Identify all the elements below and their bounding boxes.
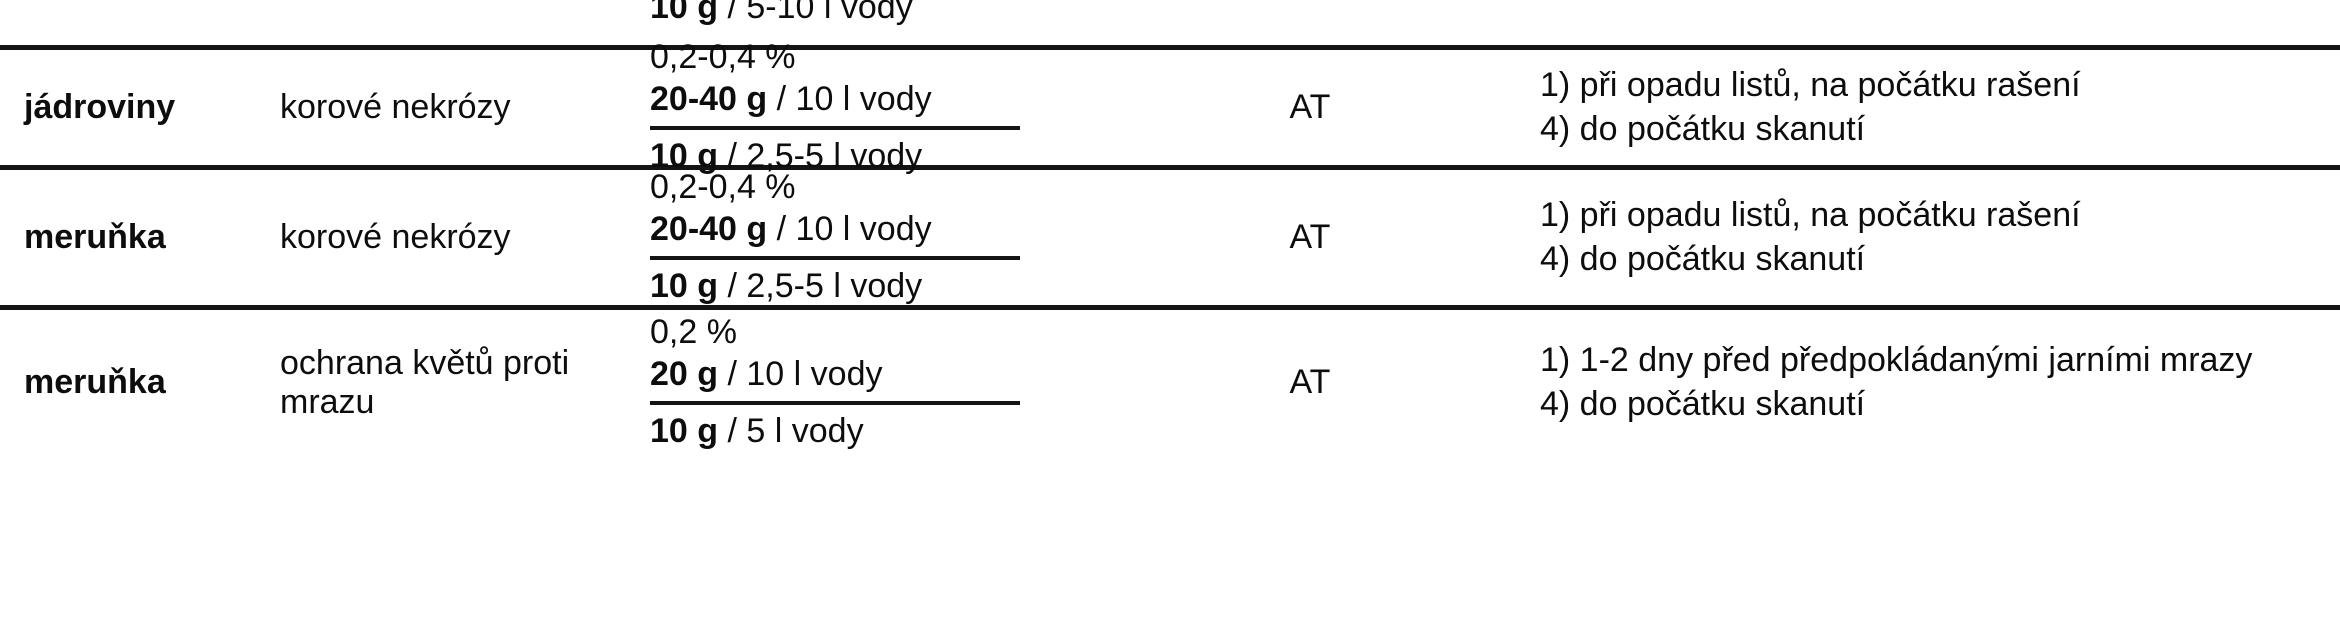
dose-lower-line: 10 g / 2,5-5 l vody [650, 136, 1120, 177]
row-separator [0, 165, 2340, 170]
cell-crop: jádroviny [0, 50, 280, 165]
note-line: 5) školky [1540, 0, 2340, 2]
dose-upper-rest: / 10 l vody [776, 209, 932, 248]
code-value: AT [1289, 363, 1331, 401]
dose-lower-line: 10 g / 5 l vody [650, 411, 1120, 452]
dose-upper-amount: 20-40 g [650, 209, 768, 248]
dose-upper-amount: 20-40 g [650, 79, 768, 118]
crop-name: meruňka [24, 363, 166, 401]
cell-code: AT [1120, 50, 1500, 165]
cell-notes: 4) do počátku skanutí 5) školky [1500, 0, 2340, 28]
dose-upper: 0,2-0,4 % 20-40 g / 10 l vody [650, 37, 1120, 122]
dose-lower-amount: 10 g [650, 267, 719, 306]
note-line: 1) 1-2 dny před předpokládanými jarními … [1540, 340, 2253, 379]
table-row: hrušeň bakteriální spála 0,2-0,4 % 20-40… [0, 0, 2340, 45]
dose-lower-rest: / 2,5-5 l vody [727, 137, 923, 176]
target-name: korové nekrózy [280, 218, 511, 256]
cell-code: AT [1120, 170, 1500, 305]
dose-divider [650, 401, 1020, 406]
cell-crop: meruňka [0, 310, 280, 455]
note-line: 1) při opadu listů, na počátku rašení [1540, 195, 2081, 234]
dose-lower-line: 10 g / 5-10 l vody [650, 0, 1120, 28]
cell-notes: 1) 1-2 dny před předpokládanými jarními … [1500, 310, 2340, 455]
target-name: korové nekrózy [280, 88, 511, 126]
table-row: jádroviny korové nekrózy 0,2-0,4 % 20-40… [0, 38, 2340, 175]
dose-lower-amount: 10 g [650, 412, 719, 451]
row-separator [0, 305, 2340, 310]
dose-lower-rest: / 2,5-5 l vody [727, 267, 923, 306]
cell-target: korové nekrózy [280, 50, 620, 165]
note-line: 4) do počátku skanutí [1540, 109, 1866, 148]
crop-name: jádroviny [24, 88, 176, 126]
dose-divider [650, 256, 1020, 261]
dose-divider [650, 126, 1020, 131]
dose-upper-line: 20 g / 10 l vody [650, 354, 1120, 395]
dose-lower-amount: 10 g [650, 137, 719, 176]
cell-notes: 1) při opadu listů, na počátku rašení 4)… [1500, 170, 2340, 305]
dose-upper: 0,2 % 20 g / 10 l vody [650, 312, 1120, 397]
table-row: meruňka korové nekrózy 0,2-0,4 % 20-40 g… [0, 167, 2340, 307]
dose-lower-rest: / 5-10 l vody [727, 0, 913, 26]
cell-code: AT [1120, 0, 1500, 28]
cell-dose: 0,2 % 20 g / 10 l vody 10 g / 5 l vody [620, 310, 1120, 455]
table-row: meruňka ochrana květů proti mrazu 0,2 % … [0, 310, 2340, 455]
dose-lower-rest: / 5 l vody [727, 412, 864, 451]
note-line: 4) do počátku skanutí [1540, 384, 1866, 423]
cell-code: AT [1120, 310, 1500, 455]
note-line: 4) do počátku skanutí [1540, 239, 1866, 278]
cell-notes: 1) při opadu listů, na počátku rašení 4)… [1500, 50, 2340, 165]
code-value: AT [1289, 88, 1331, 126]
dose-lower-line: 10 g / 2,5-5 l vody [650, 266, 1120, 307]
cell-crop: hrušeň [0, 0, 280, 28]
dose-percent: 0,2 % [650, 313, 737, 352]
cell-dose: 0,2-0,4 % 20-40 g / 10 l vody 10 g / 2,5… [620, 38, 1120, 175]
code-value: AT [1289, 218, 1331, 256]
target-name: ochrana květů proti mrazu [280, 343, 570, 421]
dose-upper-line: 20-40 g / 10 l vody [650, 79, 1120, 120]
dose-upper-amount: 20 g [650, 354, 719, 393]
crop-name: meruňka [24, 218, 166, 256]
dose-upper-rest: / 10 l vody [727, 354, 883, 393]
dose-upper-line: 20-40 g / 10 l vody [650, 209, 1120, 250]
dose-lower-amount: 10 g [650, 0, 719, 26]
cell-target: ochrana květů proti mrazu [280, 310, 620, 455]
dose-upper-rest: / 10 l vody [776, 79, 932, 118]
cell-dose: 0,2-0,4 % 20-40 g / 10 l vody 10 g / 2,5… [620, 167, 1120, 307]
row-separator [0, 45, 2340, 50]
application-rate-table: hrušeň bakteriální spála 0,2-0,4 % 20-40… [0, 0, 2340, 455]
cell-dose: 0,2-0,4 % 20-40 g / 10 l vody 10 g / 5-1… [620, 0, 1120, 28]
cell-crop: meruňka [0, 170, 280, 305]
dose-percent: 0,2-0,4 % [650, 168, 796, 207]
dose-percent: 0,2-0,4 % [650, 38, 796, 77]
dose-upper: 0,2-0,4 % 20-40 g / 10 l vody [650, 167, 1120, 252]
cell-target: bakteriální spála [280, 0, 620, 28]
cell-target: korové nekrózy [280, 170, 620, 305]
note-line: 1) při opadu listů, na počátku rašení [1540, 65, 2081, 104]
